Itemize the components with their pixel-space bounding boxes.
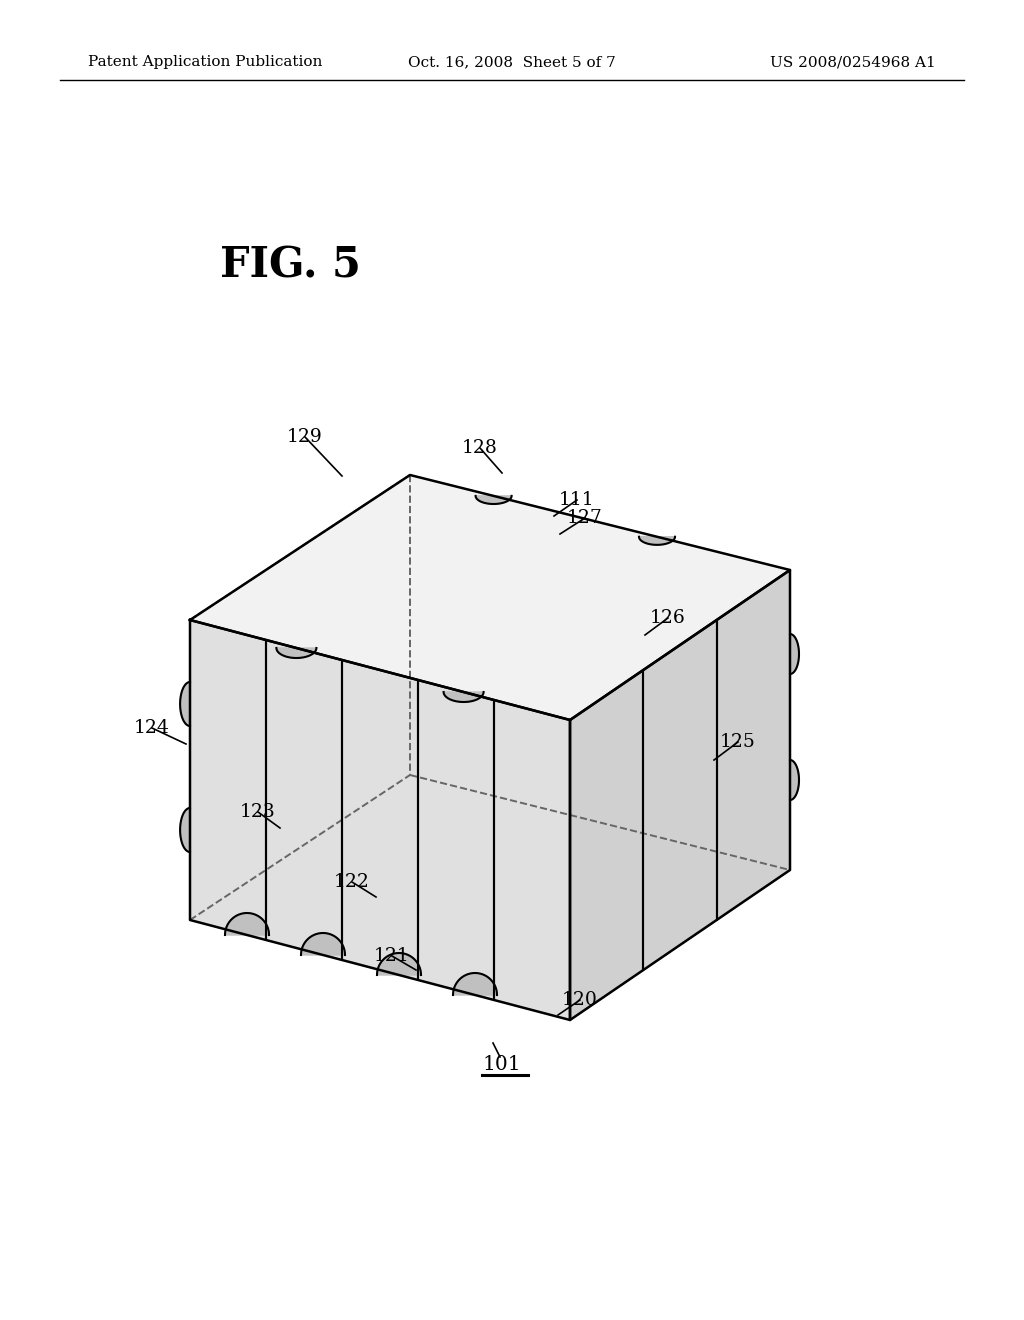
Text: Oct. 16, 2008  Sheet 5 of 7: Oct. 16, 2008 Sheet 5 of 7 (409, 55, 615, 69)
Text: Patent Application Publication: Patent Application Publication (88, 55, 323, 69)
Text: 120: 120 (562, 991, 598, 1008)
Polygon shape (225, 913, 269, 935)
Polygon shape (453, 973, 497, 995)
Polygon shape (570, 570, 790, 1020)
Polygon shape (475, 496, 512, 504)
Text: 121: 121 (374, 946, 410, 965)
Polygon shape (377, 953, 421, 975)
Text: 127: 127 (567, 510, 603, 527)
Text: 124: 124 (134, 719, 170, 737)
Polygon shape (180, 682, 190, 726)
Polygon shape (276, 648, 316, 657)
Text: 126: 126 (650, 609, 686, 627)
Text: 128: 128 (462, 440, 498, 457)
Text: 101: 101 (482, 1056, 521, 1074)
Text: 129: 129 (287, 428, 323, 446)
Polygon shape (443, 692, 483, 702)
Polygon shape (180, 808, 190, 851)
Polygon shape (301, 933, 345, 954)
Text: 122: 122 (334, 873, 370, 891)
Polygon shape (639, 537, 675, 545)
Text: US 2008/0254968 A1: US 2008/0254968 A1 (770, 55, 936, 69)
Polygon shape (190, 620, 570, 1020)
Polygon shape (190, 475, 790, 719)
Polygon shape (790, 760, 799, 800)
Text: 125: 125 (720, 733, 756, 751)
Text: 111: 111 (559, 491, 595, 510)
Polygon shape (790, 634, 799, 675)
Text: 123: 123 (240, 803, 275, 821)
Text: FIG. 5: FIG. 5 (219, 244, 360, 286)
